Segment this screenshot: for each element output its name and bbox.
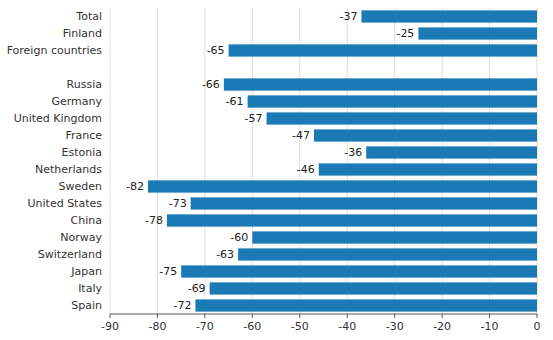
x-tick <box>204 314 205 318</box>
bar <box>148 180 537 192</box>
bar <box>195 299 537 311</box>
y-axis: Total Finland Foreign countries Russia Germa… <box>7 10 103 312</box>
y-tick-label: Germany <box>51 95 102 108</box>
bar <box>181 265 537 277</box>
bar <box>238 248 537 260</box>
y-tick-label: Norway <box>60 231 102 244</box>
data-label: -47 <box>292 129 310 142</box>
bar <box>252 231 537 243</box>
x-tick <box>157 314 158 318</box>
y-tick-label: Spain <box>71 299 102 312</box>
x-tick-label: -20 <box>433 320 451 333</box>
bar <box>267 112 537 124</box>
data-label: -36 <box>344 146 362 159</box>
data-label: -25 <box>396 27 414 40</box>
y-tick-label: United Kingdom <box>14 112 102 125</box>
bar <box>229 44 537 56</box>
x-tick <box>394 314 395 318</box>
data-label: -73 <box>169 197 187 210</box>
y-tick-label: United States <box>28 197 103 210</box>
bar <box>224 78 537 90</box>
data-label: -72 <box>173 299 191 312</box>
x-tick <box>442 314 443 318</box>
bar <box>418 27 537 39</box>
bar <box>366 146 537 158</box>
chart-container: -37-25-65-66-61-57-47-36-46-82-73-78-60-… <box>0 0 553 340</box>
y-tick-label: Estonia <box>62 146 103 159</box>
x-tick-label: -60 <box>243 320 261 333</box>
data-label: -78 <box>145 214 163 227</box>
x-axis: -90 -80 -70 -60 -50 -40 -30 -20 -10 0 <box>101 314 540 333</box>
x-axis-line <box>110 314 537 315</box>
data-label: -37 <box>339 10 357 23</box>
bar <box>191 197 537 209</box>
y-tick-label: Sweden <box>59 180 102 193</box>
data-label: -82 <box>126 180 144 193</box>
bar <box>167 214 537 226</box>
x-tick-label: -10 <box>481 320 499 333</box>
chart: -37-25-65-66-61-57-47-36-46-82-73-78-60-… <box>0 0 553 340</box>
y-tick-label: China <box>71 214 102 227</box>
x-tick-label: 0 <box>534 320 541 333</box>
bar <box>314 129 537 141</box>
bar <box>248 95 537 107</box>
grid-line <box>157 8 158 314</box>
data-label: -57 <box>245 112 263 125</box>
bar <box>210 282 537 294</box>
y-tick-label: Russia <box>67 78 102 91</box>
data-label: -69 <box>188 282 206 295</box>
y-tick-label: Finland <box>63 27 102 40</box>
bars <box>148 10 537 311</box>
data-label: -46 <box>297 163 315 176</box>
y-tick-label: Japan <box>70 265 102 278</box>
y-tick-label: Switzerland <box>38 248 102 261</box>
x-tick <box>110 314 111 318</box>
y-tick-label: Total <box>75 10 102 23</box>
y-tick-label: Italy <box>78 282 102 295</box>
y-tick-label: Foreign countries <box>7 44 103 57</box>
x-tick <box>537 314 538 318</box>
data-label: -63 <box>216 248 234 261</box>
x-tick <box>252 314 253 318</box>
x-tick <box>299 314 300 318</box>
y-tick-label: France <box>65 129 102 142</box>
data-label: -61 <box>226 95 244 108</box>
x-tick-label: -50 <box>291 320 309 333</box>
data-label: -60 <box>230 231 248 244</box>
x-tick <box>489 314 490 318</box>
y-tick-label: Netherlands <box>35 163 102 176</box>
x-tick-label: -40 <box>338 320 356 333</box>
x-tick-label: -70 <box>196 320 214 333</box>
data-label: -65 <box>207 44 225 57</box>
x-tick-label: -90 <box>101 320 119 333</box>
data-label: -75 <box>159 265 177 278</box>
x-tick <box>347 314 348 318</box>
grid <box>110 8 537 314</box>
x-tick-label: -30 <box>386 320 404 333</box>
grid-line <box>110 8 111 314</box>
data-label: -66 <box>202 78 220 91</box>
bar <box>361 10 537 22</box>
x-tick-label: -80 <box>148 320 166 333</box>
bar <box>319 163 537 175</box>
data-labels: -37 -25 -65 -66 -61-57 -47 -36 -46 -82 -73 -78 -60 -… <box>126 10 414 312</box>
